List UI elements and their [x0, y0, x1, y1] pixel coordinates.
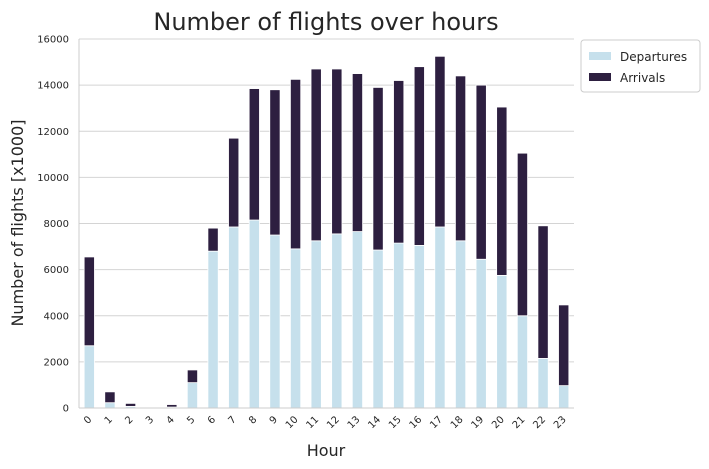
bar-arrivals [393, 80, 405, 244]
bar-departures [496, 274, 508, 409]
y-tick-label: 14000 [37, 81, 69, 92]
bar-arrivals [455, 75, 467, 242]
x-tick-label: 2 [123, 414, 135, 426]
x-tick-label: 20 [490, 414, 507, 431]
bar-departures [413, 245, 425, 409]
x-tick-label: 12 [325, 414, 342, 431]
legend-label-arrivals: Arrivals [620, 71, 665, 85]
y-tick-label: 0 [63, 404, 69, 415]
legend-label-departures: Departures [620, 50, 687, 64]
x-tick-label: 23 [552, 414, 569, 431]
bar-departures [372, 249, 384, 409]
x-tick-label: 4 [165, 414, 177, 426]
bar-arrivals [228, 137, 240, 228]
bar-departures [434, 226, 446, 409]
bar-arrivals [83, 256, 95, 347]
bar-arrivals [351, 73, 363, 232]
bar-arrivals [125, 402, 137, 407]
y-tick-label: 6000 [44, 265, 69, 276]
bar-arrivals [331, 68, 343, 235]
gridlines [79, 38, 574, 363]
bars [83, 55, 570, 409]
x-tick-label: 22 [531, 414, 548, 431]
y-tick-label: 8000 [44, 219, 69, 230]
bar-arrivals [496, 106, 508, 276]
axes [78, 39, 574, 409]
bar-arrivals [104, 391, 116, 404]
legend: Departures Arrivals [580, 39, 701, 93]
x-tick-label: 6 [206, 414, 218, 426]
x-tick-label: 11 [305, 414, 322, 431]
x-tick-label: 21 [511, 414, 528, 431]
bar-arrivals [269, 89, 281, 236]
x-tick-label: 5 [185, 414, 197, 426]
x-axis-title: Hour [307, 441, 346, 460]
x-tick-label: 10 [284, 414, 301, 431]
bar-departures [393, 242, 405, 409]
bar-arrivals [310, 68, 322, 242]
bar-departures [269, 234, 281, 409]
y-axis-title: Number of flights [x1000] [8, 119, 27, 326]
x-tick-label: 8 [247, 414, 259, 426]
x-tick-label: 16 [408, 414, 425, 431]
bar-arrivals [516, 152, 528, 317]
bar-departures [104, 402, 116, 409]
bar-departures [310, 240, 322, 409]
bar-departures [558, 385, 570, 409]
bar-departures [455, 240, 467, 409]
bar-departures [351, 231, 363, 409]
bar-arrivals [372, 87, 384, 251]
y-tick-label: 2000 [44, 357, 69, 368]
y-tick-label: 10000 [37, 173, 69, 184]
x-tick-label: 0 [82, 414, 94, 426]
bar-departures [537, 358, 549, 409]
x-tick-label: 19 [470, 414, 487, 431]
y-tick-label: 12000 [37, 127, 69, 138]
bar-arrivals [248, 88, 260, 221]
bar-arrivals [475, 84, 487, 260]
x-tick-label: 1 [103, 414, 115, 426]
bar-departures [248, 219, 260, 409]
x-tick-label: 3 [144, 414, 156, 426]
y-tick-label: 4000 [44, 311, 69, 322]
bar-arrivals [166, 404, 178, 408]
bar-departures [290, 248, 302, 409]
legend-swatch-departures [589, 52, 611, 60]
bar-arrivals [290, 78, 302, 250]
x-tick-label: 18 [449, 414, 466, 431]
bar-departures [186, 382, 198, 409]
bar-departures [331, 233, 343, 409]
bar-arrivals [413, 66, 425, 246]
x-tick-label: 9 [268, 414, 280, 426]
bar-arrivals [537, 225, 549, 359]
bar-arrivals [207, 227, 219, 252]
bar-departures [83, 345, 95, 409]
x-tick-label: 14 [366, 414, 383, 431]
legend-swatch-arrivals [589, 73, 611, 81]
y-tick-label: 16000 [37, 35, 69, 46]
bar-arrivals [186, 369, 198, 384]
bar-arrivals [558, 304, 570, 387]
bar-arrivals [434, 55, 446, 228]
x-tick-label: 15 [387, 414, 404, 431]
x-tick-label: 13 [346, 414, 363, 431]
x-tick-label: 17 [428, 414, 445, 431]
bar-departures [228, 226, 240, 409]
bar-departures [516, 315, 528, 409]
bar-departures [207, 250, 219, 409]
bar-departures [475, 258, 487, 409]
chart-title: Number of flights over hours [153, 8, 498, 36]
x-tick-label: 7 [227, 414, 239, 426]
